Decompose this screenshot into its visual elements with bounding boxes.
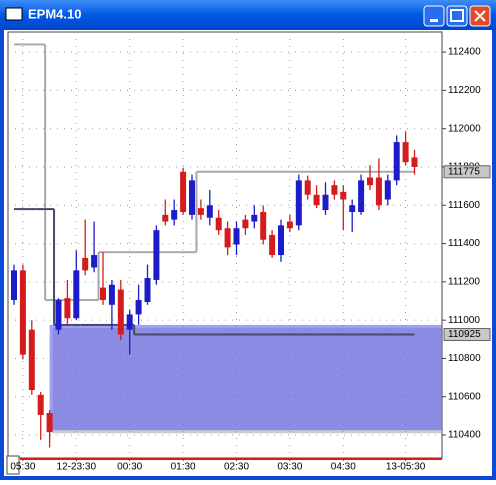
candle-body bbox=[224, 228, 231, 248]
candle-body bbox=[340, 191, 347, 200]
candle-body bbox=[19, 270, 26, 355]
candle-body bbox=[215, 217, 222, 231]
y-tick-label: 111000 bbox=[448, 315, 480, 326]
candle-body bbox=[135, 300, 142, 315]
candle-body bbox=[197, 208, 204, 215]
candle-body bbox=[153, 230, 160, 280]
x-tick-label: 13-05:30 bbox=[386, 462, 426, 473]
candle-body bbox=[126, 314, 133, 330]
x-tick-label: 03:30 bbox=[277, 462, 302, 473]
y-tick-label: 111600 bbox=[448, 200, 480, 211]
x-tick-label: 05:30 bbox=[10, 462, 35, 473]
candle-body bbox=[367, 177, 373, 186]
zone bbox=[49, 324, 442, 431]
y-tick-label: 112200 bbox=[448, 85, 481, 96]
candle-body bbox=[37, 394, 44, 415]
title-bar bbox=[0, 0, 496, 30]
candle-body bbox=[313, 194, 320, 206]
candle-body bbox=[358, 180, 365, 212]
candle-body bbox=[162, 214, 169, 222]
app-icon bbox=[5, 7, 23, 21]
x-tick-label: 00:30 bbox=[117, 462, 142, 473]
candle-body bbox=[375, 177, 382, 206]
plot: 110400 110600 110800 111000 111200 111400 1116… bbox=[8, 32, 491, 473]
y-tick-label: 110800 bbox=[448, 353, 481, 364]
candle-body bbox=[304, 180, 311, 195]
minimize-icon bbox=[430, 19, 438, 22]
candle-body bbox=[73, 270, 80, 319]
candle-body bbox=[171, 210, 178, 220]
candle-body bbox=[393, 142, 400, 181]
candle-body bbox=[100, 287, 106, 301]
x-tick-label: 02:30 bbox=[224, 462, 249, 473]
maximize-icon bbox=[450, 9, 464, 22]
close-icon bbox=[474, 10, 486, 22]
candle-body bbox=[55, 300, 62, 330]
x-axis-strip bbox=[20, 458, 442, 460]
y-tick-label: 111400 bbox=[448, 238, 480, 249]
candle-body bbox=[331, 185, 338, 195]
candle-body bbox=[286, 221, 293, 229]
candle-body bbox=[206, 205, 213, 218]
price-marker-label: 110925 bbox=[448, 329, 481, 340]
candle-body bbox=[144, 278, 151, 302]
candle-body bbox=[349, 205, 356, 212]
candle-body bbox=[11, 270, 17, 301]
price-marker-box bbox=[443, 328, 491, 342]
candle-body bbox=[411, 157, 418, 167]
scroll-box[interactable] bbox=[6, 455, 20, 475]
candle-body bbox=[251, 214, 258, 222]
y-tick-label: 111200 bbox=[448, 276, 480, 287]
candle-body bbox=[64, 298, 71, 319]
candle-body bbox=[91, 255, 98, 268]
candle-body bbox=[46, 413, 53, 433]
y-tick-label: 112000 bbox=[448, 123, 481, 134]
candle-body bbox=[82, 257, 89, 271]
candle-body bbox=[278, 225, 284, 256]
candle-body bbox=[189, 180, 195, 215]
candle-body bbox=[384, 180, 391, 200]
price-marker-box bbox=[443, 165, 491, 179]
candle-body bbox=[108, 284, 115, 305]
candle-body bbox=[242, 219, 249, 229]
x-tick-label: 04:30 bbox=[331, 462, 356, 473]
candle-body bbox=[295, 180, 302, 226]
candle-body bbox=[260, 211, 267, 240]
minimize-button[interactable] bbox=[423, 5, 445, 27]
candle-body bbox=[233, 228, 240, 245]
candle-body bbox=[402, 142, 409, 163]
candle-body bbox=[180, 171, 187, 212]
window-title: EPM4.10 bbox=[28, 6, 81, 21]
y-tick-label: 110400 bbox=[448, 430, 481, 441]
candle-body bbox=[269, 234, 276, 256]
candle-body bbox=[117, 289, 124, 335]
x-tick-label: 01:30 bbox=[171, 462, 196, 473]
y-tick-label: 110600 bbox=[448, 391, 481, 402]
candle-body bbox=[28, 329, 35, 391]
price-marker-label: 111775 bbox=[448, 166, 480, 177]
candle-body bbox=[322, 194, 329, 211]
y-tick-label: 112400 bbox=[448, 47, 481, 58]
x-tick-label: 12-23:30 bbox=[57, 462, 97, 473]
